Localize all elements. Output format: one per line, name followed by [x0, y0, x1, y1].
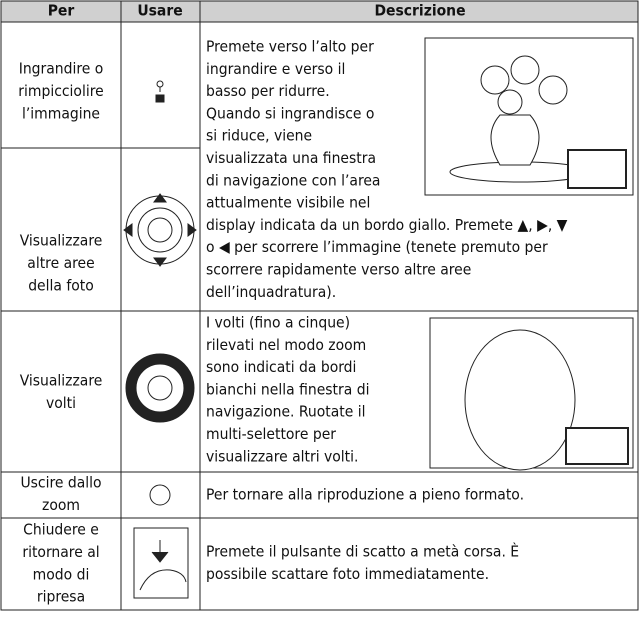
- cell-text: dell’inquadratura).: [206, 283, 336, 301]
- cell-text: Visualizzare: [20, 232, 103, 250]
- header-bg: [1, 1, 638, 22]
- cell-text: Chiudere e: [23, 521, 99, 539]
- cell-text: di navigazione con l’area: [206, 171, 380, 189]
- cell-text: rilevati nel modo zoom: [206, 336, 366, 354]
- cell-text: display indicata da un bordo giallo. Pre…: [206, 216, 568, 234]
- cell-text: multi-selettore per: [206, 425, 336, 443]
- cell-text: si riduce, viene: [206, 127, 312, 145]
- cell-text: modo di: [33, 565, 90, 583]
- cell-text: Uscire dallo: [20, 474, 101, 492]
- cell-text: altre aree: [27, 254, 94, 272]
- cell-text: navigazione. Ruotate il: [206, 403, 366, 421]
- faces-photo: [429, 317, 634, 471]
- cell-text: della foto: [28, 276, 94, 294]
- multi-selector: [123, 193, 197, 267]
- cell-text: Premete verso l’alto per: [206, 38, 374, 56]
- cell-text: ritornare al: [22, 543, 99, 561]
- cell-text: ingrandire e verso il: [206, 60, 345, 78]
- cell-text: Per tornare alla riproduzione a pieno fo…: [206, 486, 524, 504]
- cell-text: volti: [46, 394, 76, 412]
- cell-text: visualizzare altri volti.: [206, 447, 358, 465]
- ok-button: [149, 484, 171, 506]
- cell-text: basso per ridurre.: [206, 82, 330, 100]
- cell-text: rimpicciolire: [18, 82, 103, 100]
- cell-text: visualizzata una finestra: [206, 149, 376, 167]
- zoom-icon: [155, 80, 165, 103]
- cell-text: bianchi nella finestra di: [206, 380, 369, 398]
- cell-text: Per: [48, 2, 75, 20]
- cell-text: attualmente visibile nel: [206, 194, 370, 212]
- multi-selector-rotate: [125, 353, 195, 423]
- cell-text: Premete il pulsante di scatto a metà cor…: [206, 542, 519, 561]
- cell-text: o ◀ per scorrere l’immagine (tenete prem…: [206, 238, 548, 256]
- cell-text: I volti (fino a cinque): [206, 314, 350, 332]
- shutter-icon: [133, 527, 189, 599]
- cell-text: Ingrandire o: [19, 60, 104, 78]
- cell-text: Quando si ingrandisce o: [206, 104, 374, 122]
- cell-text: ripresa: [37, 588, 85, 606]
- cell-text: possibile scattare foto immediatamente.: [206, 565, 489, 583]
- cell-text: sono indicati da bordi: [206, 358, 356, 376]
- cell-text: Usare: [137, 2, 182, 20]
- zoom-photo: [424, 37, 634, 196]
- cell-text: zoom: [42, 496, 80, 514]
- cell-text: Descrizione: [374, 2, 465, 20]
- cell-text: l’immagine: [22, 104, 100, 122]
- cell-text: Visualizzare: [20, 372, 103, 390]
- cell-text: scorrere rapidamente verso altre aree: [206, 261, 471, 279]
